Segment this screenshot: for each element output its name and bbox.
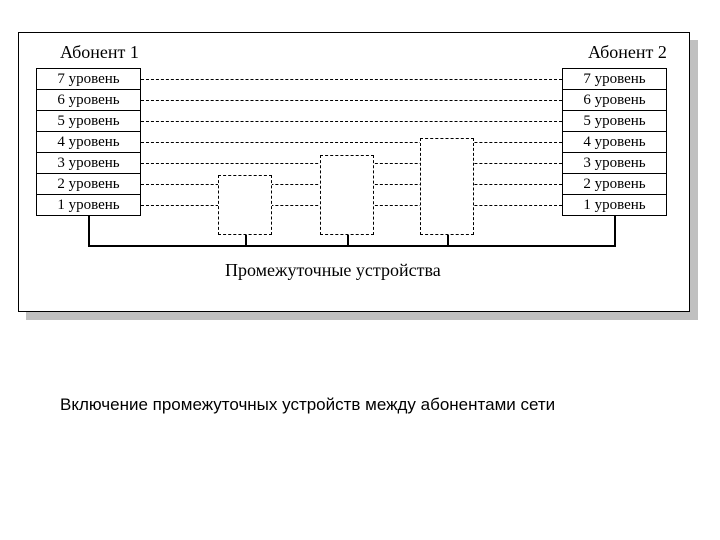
connector-drop (88, 215, 90, 247)
level-box: 4 уровень (562, 131, 667, 153)
layer-dash-line (141, 142, 562, 143)
level-box: 1 уровень (562, 194, 667, 216)
level-box: 3 уровень (562, 152, 667, 174)
level-box: 3 уровень (36, 152, 141, 174)
subscriber-2-label: Абонент 2 (588, 42, 667, 63)
figure-caption: Включение промежуточных устройств между … (60, 395, 555, 415)
layer-dash-line (141, 121, 562, 122)
layer-dash-line (141, 100, 562, 101)
level-box: 5 уровень (36, 110, 141, 132)
intermediate-device (218, 175, 272, 235)
level-box: 6 уровень (562, 89, 667, 111)
level-box: 4 уровень (36, 131, 141, 153)
subscriber-1-label: Абонент 1 (60, 42, 139, 63)
level-box: 7 уровень (562, 68, 667, 90)
intermediate-device (420, 138, 474, 235)
connector-drop (614, 215, 616, 247)
stack-right: 7 уровень6 уровень5 уровень4 уровень3 ур… (562, 68, 667, 216)
connector-drop (447, 235, 449, 247)
level-box: 6 уровень (36, 89, 141, 111)
intermediate-device (320, 155, 374, 235)
layer-dash-line (141, 79, 562, 80)
bus-line (88, 245, 616, 247)
connector-drop (347, 235, 349, 247)
level-box: 1 уровень (36, 194, 141, 216)
level-box: 2 уровень (36, 173, 141, 195)
stack-left: 7 уровень6 уровень5 уровень4 уровень3 ур… (36, 68, 141, 216)
level-box: 2 уровень (562, 173, 667, 195)
connector-drop (245, 235, 247, 247)
level-box: 7 уровень (36, 68, 141, 90)
intermediate-devices-label: Промежуточные устройства (225, 260, 441, 281)
level-box: 5 уровень (562, 110, 667, 132)
